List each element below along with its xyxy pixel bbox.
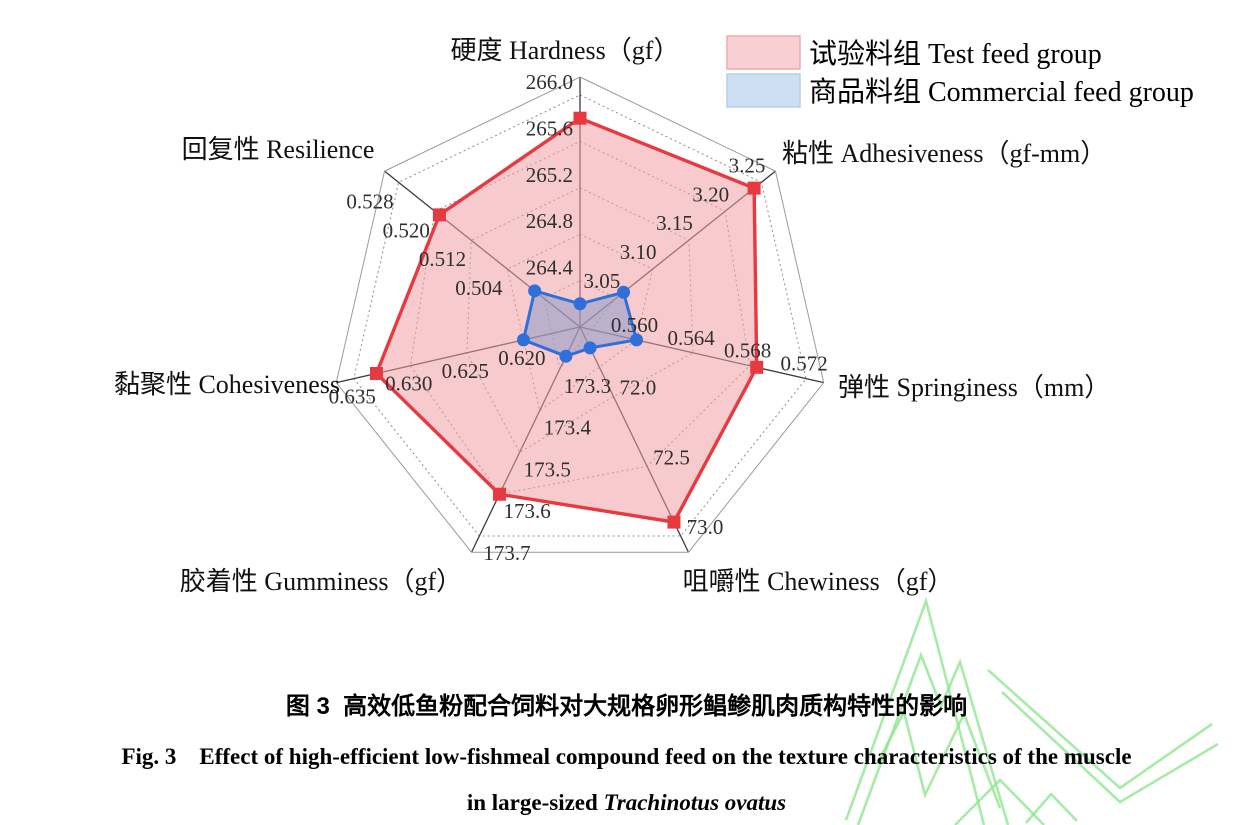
- tick-label: 173.6: [503, 499, 550, 523]
- legend-label-commercial-feed: 商品料组 Commercial feed group: [809, 76, 1194, 108]
- axis-title: 回复性 Resilience: [182, 135, 375, 164]
- watermark-logo: [875, 708, 1002, 809]
- tick-label: 173.4: [544, 416, 592, 440]
- caption-en-line1: Fig. 3 Effect of high-efficient low-fish…: [121, 744, 1132, 769]
- tick-label: 266.0: [526, 70, 573, 94]
- marker-test-feed: [750, 360, 764, 374]
- caption-en-line2: in large-sized Trachinotus ovatus: [0, 790, 1253, 816]
- caption-species-name: Trachinotus ovatus: [603, 790, 787, 815]
- axis-boundary: [335, 76, 825, 553]
- tick-label: 264.4: [526, 256, 574, 280]
- watermark-logo: [844, 596, 986, 825]
- tick-label: 3.20: [692, 182, 729, 206]
- axis-title: 粘性 Adhesiveness（gf-mm）: [782, 139, 1106, 168]
- tick-label: 0.520: [383, 218, 430, 242]
- tick-label: 72.0: [620, 376, 657, 400]
- watermark-logo: [856, 651, 1010, 825]
- tick-label: 265.6: [526, 116, 573, 140]
- marker-test-feed: [432, 208, 446, 222]
- tick-label: 72.5: [653, 445, 690, 469]
- marker-commercial-feed: [528, 284, 542, 298]
- series-commercial-feed-area: [521, 288, 639, 358]
- watermark-logo: [987, 669, 1213, 790]
- marker-commercial-feed: [516, 333, 530, 347]
- tick-label: 173.3: [564, 374, 611, 398]
- caption-zh: 图 3 高效低鱼粉配合饲料对大规格卵形鲳鲹肌肉质构特性的影响: [285, 693, 968, 720]
- legend-label-test-feed: 试验料组 Test feed group: [809, 38, 1102, 70]
- tick-label: 3.10: [620, 240, 657, 264]
- tick-label: 173.5: [524, 457, 571, 481]
- tick-label: 265.2: [526, 163, 573, 187]
- axis-title: 硬度 Hardness（gf）: [451, 36, 680, 65]
- tick-label: 3.15: [656, 211, 693, 235]
- marker-commercial-feed: [630, 333, 644, 347]
- tick-label: 3.25: [729, 153, 766, 177]
- marker-test-feed: [573, 111, 587, 125]
- tick-label: 0.625: [442, 359, 489, 383]
- legend-swatch-commercial-feed: [726, 73, 801, 108]
- marker-test-feed: [369, 366, 383, 380]
- tick-label: 0.528: [346, 189, 393, 213]
- tick-label: 173.7: [483, 541, 530, 565]
- tick-label: 0.568: [724, 339, 771, 363]
- tick-label: 0.560: [611, 313, 658, 337]
- tick-label: 0.572: [781, 352, 828, 376]
- legend-swatch-test-feed: [726, 35, 801, 70]
- marker-commercial-feed: [583, 341, 597, 355]
- marker-test-feed: [747, 181, 761, 195]
- tick-label: 264.8: [526, 209, 573, 233]
- tick-label: 73.0: [687, 515, 724, 539]
- tick-label: 0.630: [385, 372, 432, 396]
- watermark-logo: [954, 778, 1045, 825]
- axis-title: 弹性 Springiness（mm）: [838, 373, 1110, 402]
- caption-en-line2-prefix: in large-sized: [466, 790, 604, 815]
- marker-test-feed: [667, 515, 681, 529]
- axis-title: 黏聚性 Cohesiveness: [114, 370, 340, 399]
- marker-commercial-feed: [573, 297, 587, 311]
- tick-label: 0.635: [329, 385, 376, 409]
- marker-commercial-feed: [617, 285, 631, 299]
- marker-commercial-feed: [559, 349, 573, 363]
- tick-label: 3.05: [584, 269, 621, 293]
- tick-label: 0.620: [498, 346, 545, 370]
- axis-title: 咀嚼性 Chewiness（gf）: [683, 567, 954, 596]
- tick-label: 0.564: [667, 326, 715, 350]
- watermark-logo: [1001, 691, 1219, 804]
- marker-test-feed: [492, 487, 506, 501]
- tick-label: 0.512: [419, 247, 466, 271]
- tick-label: 0.504: [455, 276, 503, 300]
- axis-title: 胶着性 Gumminess（gf）: [180, 567, 462, 596]
